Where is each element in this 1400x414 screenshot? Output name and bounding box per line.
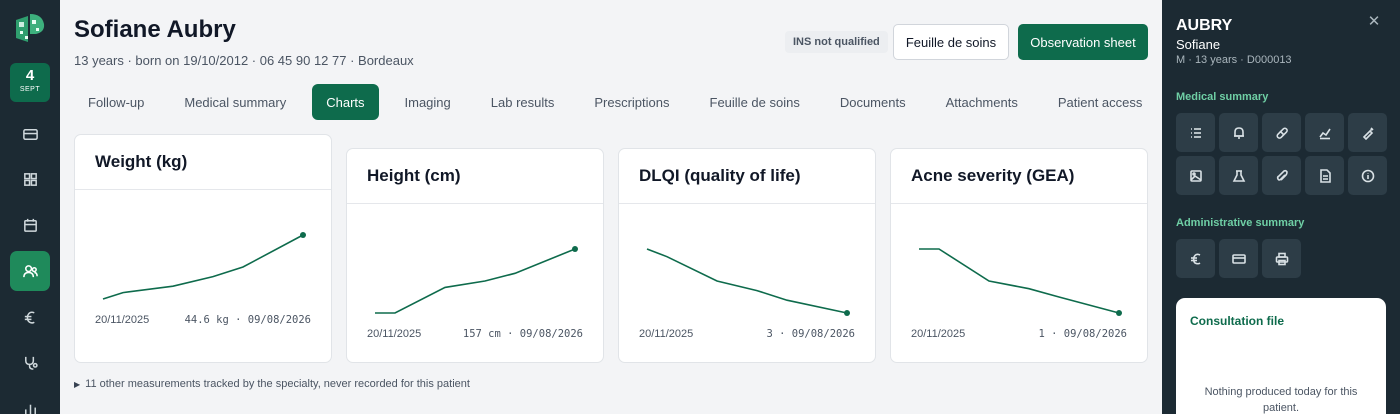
chart-line-icon[interactable] [1305,113,1344,152]
chart-title: Height (cm) [367,166,461,185]
nav-calendar[interactable] [10,205,50,245]
series-line [646,248,848,314]
consultation-empty-message: Nothing produced today for this patient. [1204,386,1358,414]
tab-patient-access[interactable]: Patient access [1057,94,1143,110]
chart-start-date: 20/11/2025 [911,328,966,340]
list-icon[interactable] [1176,113,1215,152]
chart-start-date: 20/11/2025 [95,314,150,326]
nav-finance[interactable] [10,297,50,337]
chart-last-value: 157 cm · 09/08/2026 [462,328,583,340]
tab-care-sheet[interactable]: Feuille de soins [709,94,800,110]
patient-meta: 13 years · born on 19/10/2012 · 06 45 90… [74,53,414,68]
chart-title: Weight (kg) [95,152,188,171]
tab-attachments[interactable]: Attachments [945,94,1018,110]
patient-name: Sofiane Aubry [74,16,236,43]
tab-documents[interactable]: Documents [839,94,906,110]
bell-icon[interactable] [1219,113,1258,152]
last-point-marker[interactable] [572,246,578,252]
chart-plot [102,232,306,300]
syringe-icon[interactable] [1348,113,1387,152]
chart-title: Acne severity (GEA) [911,166,1075,185]
document-icon[interactable] [1305,156,1344,195]
nav-care[interactable] [10,342,50,382]
flask-icon[interactable] [1219,156,1258,195]
image-icon[interactable] [1176,156,1215,195]
other-measurements-toggle[interactable]: ▶ 11 other measurements tracked by the s… [74,378,470,390]
chart-last-value: 1 · 09/08/2026 [1038,328,1127,340]
card-icon [22,128,38,140]
last-point-marker[interactable] [844,310,850,316]
calendar-icon [23,218,37,232]
care-sheet-button[interactable]: Feuille de soins [893,24,1009,60]
chart-title: DLQI (quality of life) [639,166,801,185]
date-month: SEPT [19,86,41,93]
other-measurements-text: 11 other measurements tracked by the spe… [85,378,470,390]
nav-patients[interactable] [10,251,50,291]
date-day: 4 [25,67,35,84]
consultation-file-title: Consultation file [1190,314,1284,328]
medical-summary-heading: Medical summary [1176,91,1269,103]
chart-start-date: 20/11/2025 [639,328,694,340]
info-icon[interactable] [1348,156,1387,195]
tab-medical-summary[interactable]: Medical summary [184,94,287,110]
nav-statistics[interactable] [10,388,50,414]
stats-icon [24,404,36,414]
tab-prescriptions[interactable]: Prescriptions [594,94,670,110]
series-line [102,234,304,300]
patient-side-panel: AUBRY Sofiane M · 13 years · D000013 ✕ M… [1162,0,1400,414]
chart-start-date: 20/11/2025 [367,328,422,340]
chart-card-weight[interactable]: Weight (kg) 20/11/2025 44.6 kg · 09/08/2… [74,134,332,363]
chart-plot [375,246,578,314]
last-point-marker[interactable] [300,232,306,238]
panel-surname: AUBRY [1176,17,1233,34]
chart-card-height[interactable]: Height (cm) 20/11/2025 157 cm · 09/08/20… [346,148,604,363]
euro-icon [24,310,35,324]
paperclip-icon[interactable] [1262,156,1301,195]
close-icon[interactable]: ✕ [1367,13,1381,30]
admin-summary-heading: Administrative summary [1176,217,1305,229]
grid-icon [23,172,37,186]
chart-divider [347,203,603,204]
tab-follow-up[interactable]: Follow-up [88,94,145,110]
ins-status-badge: INS not qualified [785,31,888,53]
series-line [919,248,1120,314]
chart-last-value: 44.6 kg · 09/08/2026 [184,314,311,326]
left-nav-rail: 4 SEPT [0,0,60,414]
chart-divider [75,189,331,190]
consultation-file-card: Consultation file Nothing produced today… [1176,298,1386,414]
chart-divider [619,203,875,204]
last-point-marker[interactable] [1116,310,1122,316]
chart-card-acne-severity[interactable]: Acne severity (GEA) 20/11/2025 1 · 09/08… [890,148,1148,363]
euro-icon[interactable] [1176,239,1215,278]
patients-icon [22,264,38,277]
series-line [375,248,576,314]
chart-divider [891,203,1147,204]
chart-card-dlqi[interactable]: DLQI (quality of life) 20/11/2025 3 · 09… [618,148,876,363]
patient-tabs: Follow-up Medical summary Charts Imaging… [74,84,1168,120]
nav-dashboard[interactable] [10,159,50,199]
observation-sheet-button[interactable]: Observation sheet [1018,24,1148,60]
stethoscope-icon [24,356,38,370]
chart-plot [919,248,1122,316]
printer-icon[interactable] [1262,239,1301,278]
panel-patient-meta: M · 13 years · D000013 [1176,54,1292,66]
tab-lab-results[interactable]: Lab results [490,94,555,110]
pill-icon[interactable] [1262,113,1301,152]
expand-triangle-icon: ▶ [74,379,81,389]
chart-plot [646,248,850,316]
today-date-badge[interactable]: 4 SEPT [10,63,50,102]
tab-charts[interactable]: Charts [312,84,379,120]
nav-billing[interactable] [10,114,50,154]
panel-first-name: Sofiane [1176,37,1221,52]
app-logo[interactable] [12,12,48,48]
card-icon[interactable] [1219,239,1258,278]
chart-last-value: 3 · 09/08/2026 [766,328,855,340]
tab-imaging[interactable]: Imaging [404,94,451,110]
